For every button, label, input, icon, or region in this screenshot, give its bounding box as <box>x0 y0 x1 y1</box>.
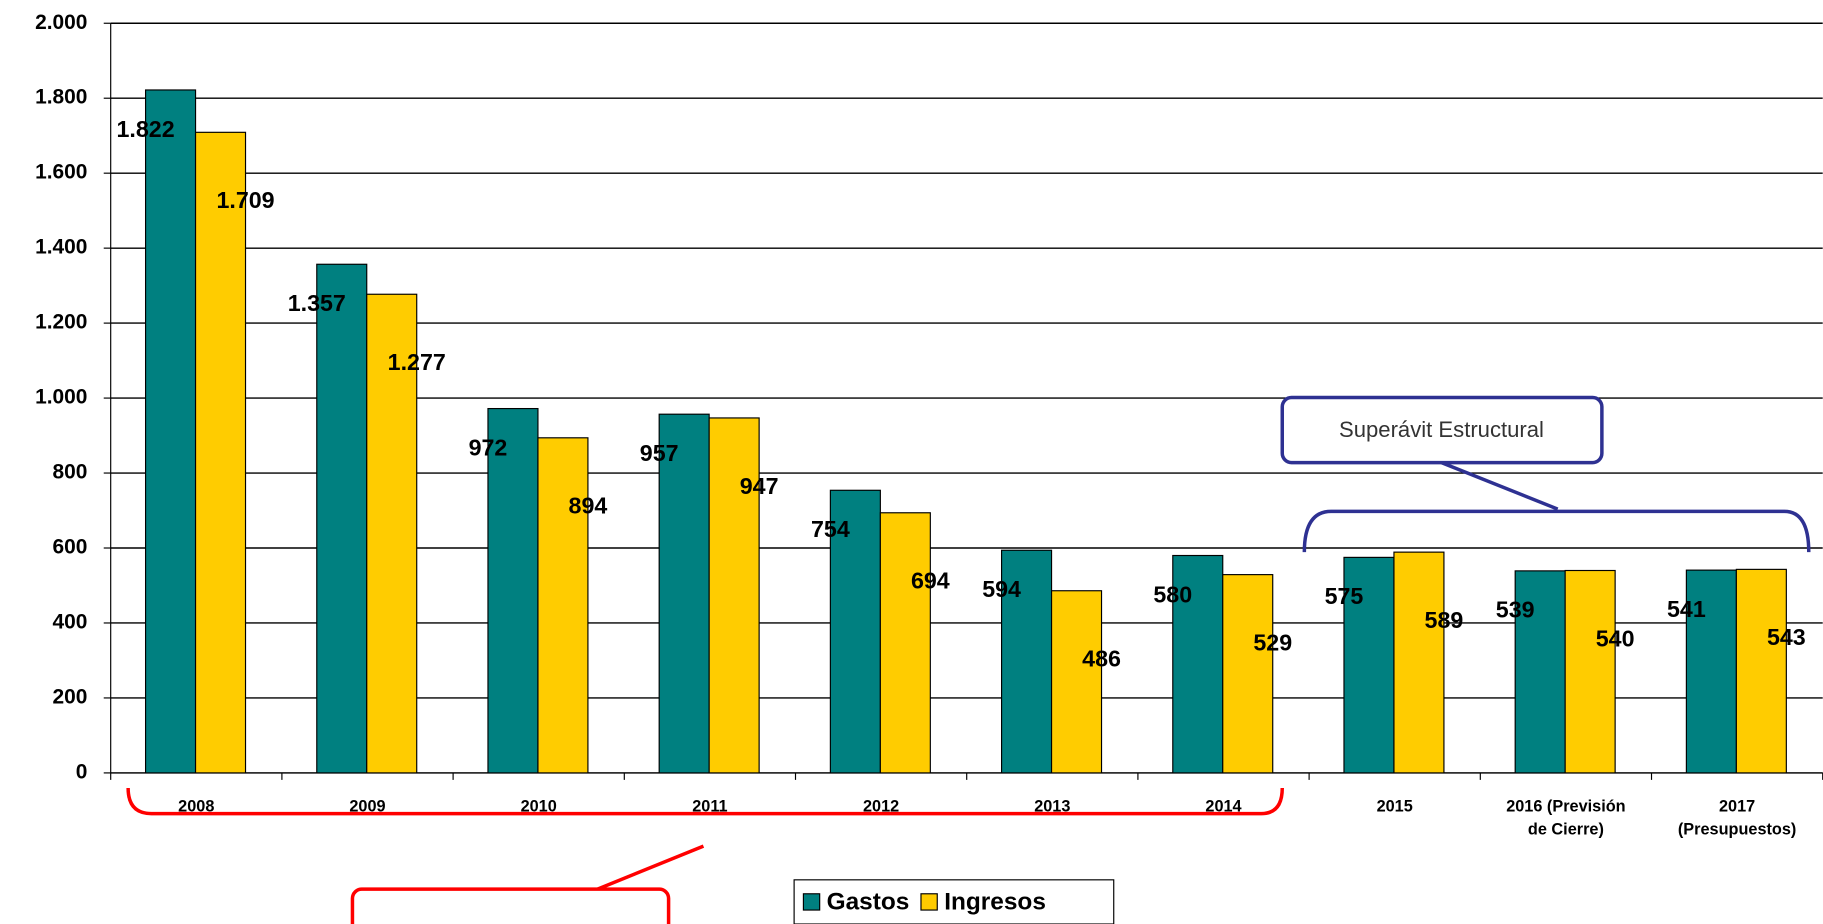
x-tick-label-box: 2011 <box>692 796 728 815</box>
y-tick-label: 1.000 <box>35 386 87 409</box>
x-tick-label: 2013 <box>1034 796 1071 815</box>
data-label: 972 <box>469 434 508 460</box>
x-tick-label-box: 2016 (Previsión de Cierre) <box>1506 796 1626 838</box>
bar <box>1000 549 1053 774</box>
bar <box>1735 568 1787 774</box>
legend-label: Gastos <box>827 889 910 916</box>
bar <box>658 413 710 774</box>
bar <box>487 407 539 774</box>
data-label: 539 <box>1496 597 1535 623</box>
bar <box>316 263 368 774</box>
blue-box <box>1280 395 1604 465</box>
bar <box>537 437 589 774</box>
x-tick-label: 2008 <box>178 796 215 815</box>
data-label: 589 <box>1425 607 1464 633</box>
data-label: 543 <box>1767 624 1806 650</box>
bar <box>1343 556 1395 774</box>
legend-box <box>793 879 1115 924</box>
bar <box>194 131 247 774</box>
x-tick-label: 2015 <box>1376 796 1413 815</box>
x-tick-label: 2012 <box>862 796 900 815</box>
legend-swatch <box>920 893 938 911</box>
data-label: 575 <box>1325 583 1364 609</box>
data-label: 580 <box>1153 581 1192 607</box>
x-tick-label-box: 2017 (Presupuestos) <box>1677 796 1797 838</box>
brackets: Superávit Estructural <box>126 395 1811 924</box>
data-label: 486 <box>1082 646 1121 672</box>
bar <box>1393 551 1445 774</box>
data-label: 529 <box>1253 629 1292 655</box>
x-tick-label-box: 2014 <box>1205 796 1242 815</box>
y-tick-label: 200 <box>53 685 88 708</box>
bar <box>708 417 760 774</box>
x-tick-label-box: 2009 <box>349 796 386 815</box>
data-label: 540 <box>1596 625 1635 651</box>
bar <box>366 293 418 774</box>
bar <box>879 512 931 774</box>
data-label: 754 <box>811 516 850 542</box>
data-label: 947 <box>740 473 779 499</box>
red-box <box>350 887 671 924</box>
y-tick-label: 2.000 <box>35 11 87 34</box>
x-tick-label: 2016 (Previsión de Cierre) <box>1506 796 1626 838</box>
y-tick-label: 400 <box>53 611 88 634</box>
x-tick-label: 2014 <box>1205 796 1242 815</box>
bar <box>1172 554 1224 774</box>
x-tick-label-box: 2010 <box>520 796 557 815</box>
x-tick-label-box: 2012 <box>862 796 900 815</box>
bar <box>1514 570 1566 774</box>
annotation: Superávit Estructural <box>1339 417 1544 442</box>
legend-label: Ingresos <box>944 889 1046 916</box>
legend-swatch <box>802 893 821 911</box>
red-bracket <box>126 787 1285 816</box>
blue-connector <box>1440 460 1559 511</box>
bar <box>1050 590 1103 774</box>
data-label: 1.277 <box>388 349 446 375</box>
bar <box>144 89 197 774</box>
x-tick-label: 2011 <box>692 796 728 815</box>
x-tick-label-box: 2008 <box>178 796 215 815</box>
bar <box>1222 574 1274 774</box>
blue-bracket <box>1302 509 1811 553</box>
data-label: 957 <box>640 440 679 466</box>
x-tick-label-box: 2015 <box>1376 796 1413 815</box>
y-tick-label: 1.200 <box>35 311 87 334</box>
x-tick-label: 2010 <box>520 796 557 815</box>
bar <box>829 489 881 774</box>
x-tick-label: 2017 (Presupuestos) <box>1677 796 1797 838</box>
data-label: 694 <box>911 568 950 594</box>
y-tick-label: 800 <box>53 461 88 484</box>
bar <box>1564 569 1616 774</box>
data-label: 1.822 <box>116 116 174 142</box>
y-tick-label: 1.400 <box>35 236 87 259</box>
y-tick-label: 600 <box>53 536 88 559</box>
y-tick-label: 1.800 <box>35 86 87 109</box>
data-label: 541 <box>1667 596 1706 622</box>
y-tick-label: 1.600 <box>35 161 87 184</box>
data-label: 1.357 <box>288 290 346 316</box>
x-tick-label: 2009 <box>349 796 386 815</box>
data-label: 594 <box>982 576 1021 602</box>
data-label: 1.709 <box>216 187 274 213</box>
x-tick-label-box: 2013 <box>1034 796 1071 815</box>
y-tick-label: 0 <box>76 760 88 783</box>
data-label: 894 <box>569 493 608 519</box>
